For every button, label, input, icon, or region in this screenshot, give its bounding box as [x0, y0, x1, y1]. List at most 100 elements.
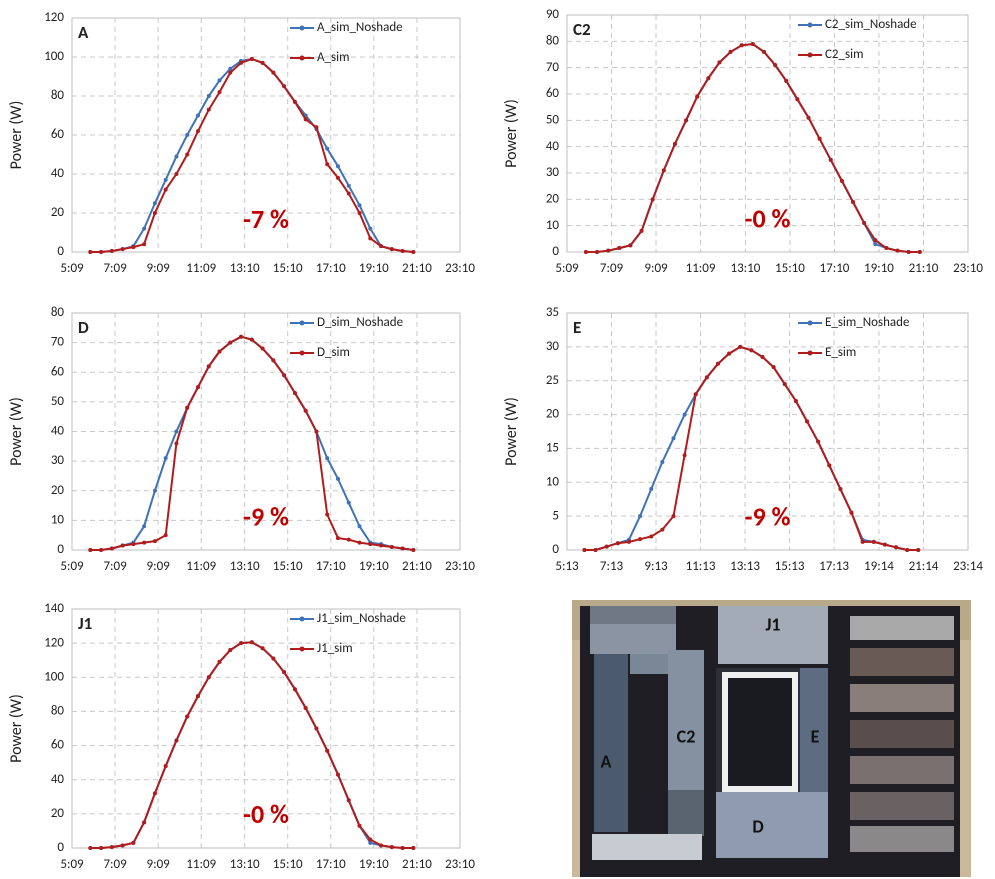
- y-tick-label: 100: [44, 669, 64, 684]
- x-tick-label: 11:09: [186, 559, 216, 574]
- y-tick-label: 0: [57, 244, 64, 259]
- series-marker: [817, 136, 822, 141]
- series-marker: [368, 542, 373, 547]
- y-tick-label: 20: [546, 191, 560, 206]
- series-marker: [217, 90, 222, 95]
- series-marker: [682, 453, 687, 458]
- series-marker: [873, 242, 878, 247]
- x-tick-label: 9:09: [644, 261, 668, 276]
- louvre: [850, 756, 954, 784]
- series-marker: [131, 840, 136, 845]
- series-marker: [174, 172, 179, 176]
- plot-frame: [71, 608, 461, 849]
- series-marker: [368, 226, 373, 231]
- x-tick-label: 15:10: [273, 261, 303, 276]
- plot-frame: [566, 312, 969, 551]
- y-tick-label: 35: [546, 305, 559, 320]
- y-tick-label: 80: [51, 305, 65, 320]
- series-marker: [715, 361, 720, 366]
- series-marker: [217, 659, 222, 664]
- series-marker: [357, 211, 362, 215]
- series-marker: [217, 349, 222, 354]
- series-marker: [368, 837, 373, 842]
- series-marker: [638, 537, 643, 542]
- series-marker: [239, 60, 244, 65]
- series-marker: [639, 228, 644, 233]
- series-marker: [917, 250, 922, 254]
- plot-frame: [71, 17, 461, 253]
- series-marker: [895, 248, 900, 253]
- series-marker: [206, 107, 211, 112]
- series-marker: [593, 548, 598, 552]
- chart: 0 5 10 15 20 25 30 35 5:13 7:13 9:13 11:13 13:13 15:1…: [502, 305, 984, 574]
- series-marker: [816, 439, 821, 444]
- series-marker: [174, 154, 179, 159]
- series-marker: [99, 846, 104, 850]
- series-marker: [739, 43, 744, 48]
- series-marker: [335, 772, 340, 777]
- series-marker: [873, 238, 878, 243]
- series-marker: [638, 514, 643, 519]
- series-marker: [185, 152, 190, 157]
- series-marker: [782, 382, 787, 387]
- x-tick-label: 21:14: [909, 559, 939, 574]
- y-axis-label: Power (W): [7, 397, 26, 466]
- series-marker: [604, 544, 609, 549]
- x-tick-label: 17:10: [316, 857, 346, 872]
- x-tick-label: 11:09: [186, 857, 216, 872]
- series-marker: [228, 647, 233, 652]
- y-tick-label: 0: [552, 244, 559, 259]
- series-marker: [346, 183, 351, 188]
- series-marker: [389, 545, 394, 550]
- series-marker: [671, 514, 676, 519]
- legend-label: D_sim: [317, 345, 350, 360]
- y-tick-label: 80: [51, 88, 65, 103]
- chart: 0 10 20 30 40 50 60 70 80 90 5:09 7:09 9:09 11:09 13:1…: [502, 7, 984, 276]
- plot-frame: [71, 312, 461, 551]
- series-marker: [379, 843, 384, 848]
- series-marker: [131, 245, 136, 250]
- photo-label: J1: [765, 613, 780, 635]
- y-tick-label: 30: [51, 453, 65, 468]
- louvre: [850, 792, 954, 820]
- legend-marker: [807, 22, 813, 28]
- x-tick-label: 21:10: [402, 559, 432, 574]
- louvre: [850, 826, 954, 852]
- series-marker: [120, 843, 125, 848]
- x-tick-label: 19:10: [359, 857, 389, 872]
- series-marker: [695, 94, 700, 99]
- x-tick-label: 7:09: [600, 261, 624, 276]
- series-marker: [617, 246, 622, 251]
- legend-label: J1_sim: [317, 641, 353, 656]
- series-marker: [228, 66, 233, 71]
- series-marker: [174, 441, 179, 446]
- plot-frame: [566, 14, 969, 253]
- x-tick-label: 13:13: [730, 559, 760, 574]
- y-tick-label: 100: [44, 49, 64, 64]
- series-marker: [357, 524, 362, 529]
- series-marker: [389, 247, 394, 252]
- series-marker: [626, 539, 631, 544]
- x-tick-label: 23:10: [445, 857, 475, 872]
- series-marker: [684, 118, 689, 123]
- series-marker: [346, 537, 351, 542]
- legend-marker: [299, 320, 305, 326]
- series-marker: [185, 133, 190, 137]
- series-marker: [217, 78, 222, 83]
- series-marker: [88, 846, 93, 850]
- y-axis-label: Power (W): [502, 99, 521, 168]
- legend-label: D_sim_Noshade: [317, 315, 403, 330]
- x-tick-label: 23:10: [445, 559, 475, 574]
- series-marker: [838, 487, 843, 492]
- series-marker: [239, 641, 244, 646]
- x-tick-label: 17:13: [819, 559, 849, 574]
- series-marker: [771, 365, 776, 370]
- x-tick-label: 21:10: [402, 261, 432, 276]
- series-marker: [411, 846, 416, 850]
- photo-label: C2: [677, 725, 696, 747]
- y-axis-label: Power (W): [7, 694, 26, 763]
- series-marker: [195, 694, 200, 699]
- series-marker: [142, 820, 147, 825]
- series-marker: [335, 536, 340, 541]
- series-marker: [882, 542, 887, 547]
